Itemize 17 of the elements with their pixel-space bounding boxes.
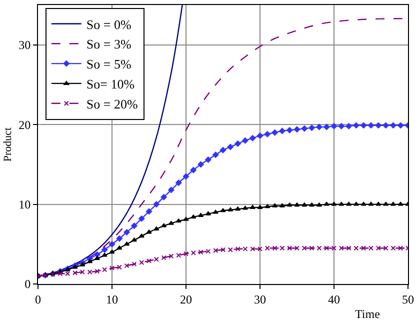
y-tick-label: 10 — [18, 197, 31, 212]
y-tick-label: 0 — [24, 277, 31, 292]
legend-label: So= 10% — [86, 76, 135, 92]
x-tick-label: 50 — [402, 292, 414, 306]
x-axis-title: Time — [355, 307, 380, 321]
x-tick-label: 0 — [35, 292, 41, 306]
legend-label: So = 5% — [86, 56, 132, 72]
legend-label: So = 0% — [86, 16, 132, 32]
x-tick-label: 30 — [254, 292, 266, 306]
legend-label: So = 20% — [86, 96, 138, 112]
x-tick-label: 10 — [106, 292, 118, 306]
y-tick-label: 20 — [18, 118, 31, 132]
legend-label: So = 3% — [86, 36, 132, 52]
y-axis-title: Product — [2, 127, 14, 162]
x-tick-label: 40 — [328, 292, 340, 306]
x-tick-label: 20 — [180, 292, 192, 306]
y-tick-label: 30 — [18, 38, 31, 52]
